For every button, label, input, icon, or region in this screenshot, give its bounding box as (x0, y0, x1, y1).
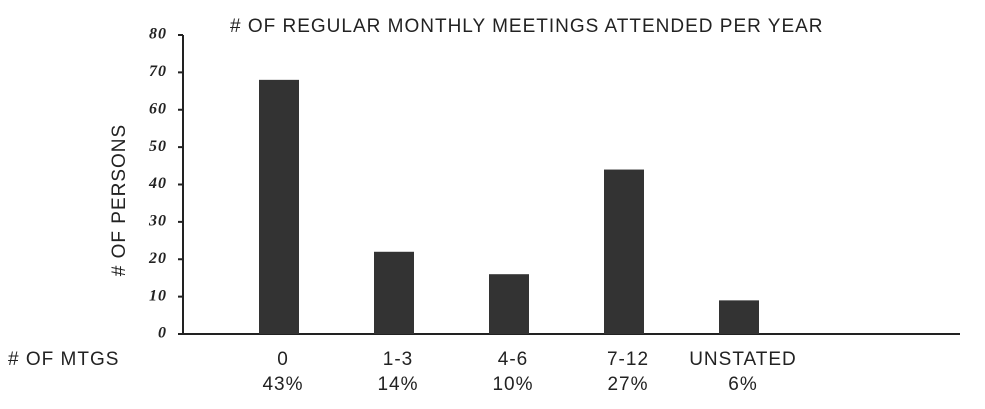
y-tick-label: 70 (149, 63, 167, 80)
y-tick-label: 60 (149, 100, 167, 117)
bar (259, 79, 299, 334)
bar (719, 300, 759, 334)
bar (604, 169, 644, 334)
y-tick-label: 30 (148, 213, 167, 230)
x-tick-label: UNSTATED (689, 349, 797, 370)
percent-label: 14% (377, 374, 418, 395)
bar (489, 274, 529, 334)
bar (374, 251, 414, 334)
x-tick-label: 0 (277, 349, 289, 370)
x-axis-label: # OF MTGS (8, 349, 119, 370)
y-axis-label: # OF PERSONS (109, 124, 130, 276)
y-tick-label: 40 (148, 175, 167, 192)
x-tick-label: 1-3 (383, 349, 413, 370)
percent-label: 27% (607, 374, 648, 395)
y-tick-label: 10 (149, 287, 167, 304)
chart-title: # OF REGULAR MONTHLY MEETINGS ATTENDED P… (230, 16, 824, 37)
y-tick-label: 20 (148, 250, 167, 267)
y-tick-label: 0 (158, 325, 167, 342)
percent-label: 6% (728, 374, 757, 395)
percent-label: 10% (492, 374, 533, 395)
x-tick-label: 7-12 (607, 349, 649, 370)
y-tick-label: 50 (149, 138, 167, 155)
y-tick-label: 80 (149, 26, 167, 43)
x-tick-label: 4-6 (498, 349, 528, 370)
percent-label: 43% (262, 374, 303, 395)
